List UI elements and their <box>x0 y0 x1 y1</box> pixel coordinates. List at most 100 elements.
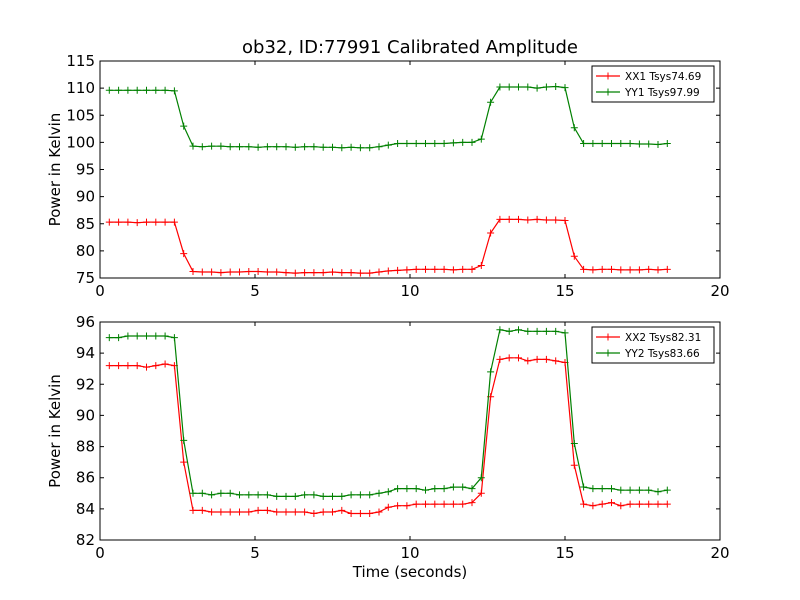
top-series-2-point <box>384 141 392 149</box>
top-y-tick-label: 90 <box>76 188 95 206</box>
top-series-2-point <box>487 98 495 106</box>
bottom-series-1-point <box>394 502 402 510</box>
top-series-1-point <box>291 269 299 277</box>
bottom-x-tick-label: 5 <box>250 544 260 562</box>
bottom-legend-label-2: YY2 Tsys83.66 <box>624 348 700 360</box>
top-x-tick-label: 0 <box>95 282 105 300</box>
chart-title: ob32, ID:77991 Calibrated Amplitude <box>242 37 578 58</box>
top-series-2-point <box>161 86 169 94</box>
top-x-tick-label: 5 <box>250 282 260 300</box>
bottom-series-1-point <box>301 508 309 516</box>
top-series-2-point <box>635 140 643 148</box>
top-series-1-point <box>301 269 309 277</box>
bottom-series-2-point <box>422 486 429 494</box>
bottom-series-2-point <box>319 492 327 500</box>
top-series-2-point <box>347 143 355 151</box>
bottom-series-1-point <box>143 363 150 371</box>
top-series-2-point <box>338 144 346 152</box>
bottom-series-1-point <box>356 510 364 518</box>
top-series-2 <box>105 82 671 152</box>
bottom-legend: XX2 Tsys82.31 YY2 Tsys83.66 <box>591 326 715 364</box>
top-series-1-point <box>263 268 271 276</box>
bottom-series-1-point <box>440 500 448 508</box>
top-x-tick-label: 10 <box>400 282 419 300</box>
bottom-series-1-point <box>133 362 141 370</box>
bottom-series-1-point <box>552 357 560 365</box>
top-series-2-point <box>291 143 299 151</box>
bottom-series-1-point <box>533 355 541 363</box>
bottom-series-1-point <box>347 510 355 518</box>
bottom-series-2-point <box>468 485 476 493</box>
top-series-2-point <box>422 139 429 147</box>
top-series-2-point <box>143 86 150 94</box>
top-series-1-point <box>329 268 336 276</box>
top-series-2-point <box>189 142 197 150</box>
top-series-2-point <box>217 142 225 150</box>
bottom-x-tick-label: 10 <box>400 544 419 562</box>
top-panel-marks: 0 5 10 15 20 75 80 85 90 95 100 105 110 115 Power in K… <box>46 52 730 300</box>
bottom-series-1-point <box>580 500 588 508</box>
top-panel: 0 5 10 15 20 75 80 85 90 95 100 105 110 115 Power in K… <box>46 52 730 300</box>
top-series-2-point <box>449 139 457 147</box>
top-series-1-point <box>570 252 578 260</box>
bottom-series-2-point <box>263 491 271 499</box>
bottom-series-2-point <box>487 368 495 376</box>
bottom-series-2-point <box>301 491 309 499</box>
bottom-series-1-point <box>254 506 262 514</box>
bottom-x-tick-label: 0 <box>95 544 105 562</box>
bottom-series-2-point <box>115 334 123 342</box>
top-series-2-point <box>598 139 606 147</box>
top-series-1-point <box>356 269 364 277</box>
top-series-1-point <box>496 215 504 223</box>
bottom-series-2-point <box>273 492 281 500</box>
top-series-1-point <box>143 218 150 226</box>
bottom-series-2-point <box>217 489 225 497</box>
top-series-1-point <box>198 268 206 276</box>
bottom-series-1-point <box>542 355 550 363</box>
bottom-series-1-point <box>524 357 532 365</box>
bottom-series-1-point <box>654 500 662 508</box>
bottom-series-2-point <box>496 326 504 334</box>
top-series-2-point <box>133 86 141 94</box>
top-series-1-point <box>338 269 346 277</box>
top-series-1-point <box>226 268 234 276</box>
top-series-2-point <box>477 135 485 143</box>
bottom-series-1-point <box>319 508 327 516</box>
top-series-2-point <box>431 139 439 147</box>
bottom-series-2-point <box>533 327 541 335</box>
top-series-1-point <box>487 229 495 237</box>
bottom-series-2-point <box>329 492 336 500</box>
bottom-series-1-point <box>115 362 123 370</box>
bottom-series-2-point <box>617 486 625 494</box>
top-legend-label-2: YY1 Tsys97.99 <box>624 87 700 99</box>
bottom-series-1-point <box>189 506 197 514</box>
bottom-series-1-point <box>282 508 290 516</box>
bottom-series-1-point <box>570 461 578 469</box>
top-y-tick-label: 110 <box>66 79 95 97</box>
top-legend-marker-1 <box>604 72 612 80</box>
top-series-2-point <box>412 139 420 147</box>
bottom-series-1-point <box>477 489 485 497</box>
top-series-1-point <box>208 268 216 276</box>
bottom-y-tick-label: 82 <box>76 531 95 549</box>
bottom-series-2-point <box>412 485 420 493</box>
top-series-2-point <box>496 83 504 91</box>
top-series-1-point <box>254 267 262 275</box>
bottom-panel-marks: 0 5 10 15 20 82 84 86 88 90 92 94 96 Power in Kelvin T… <box>46 313 730 581</box>
bottom-series-2-point <box>254 491 262 499</box>
top-series-1-point <box>654 266 662 274</box>
top-series-1-point <box>412 265 420 273</box>
bottom-series-2-point <box>236 491 243 499</box>
top-series-1-point <box>589 266 597 274</box>
bottom-series-2-point <box>431 485 439 493</box>
top-series-2-point <box>105 86 113 94</box>
bottom-series-2-point <box>226 489 234 497</box>
top-series-1-point <box>524 216 532 224</box>
bottom-series-1-point <box>291 508 299 516</box>
top-series-1-point <box>217 269 225 277</box>
bottom-series-1-point <box>505 354 513 362</box>
bottom-series-2-point <box>524 327 532 335</box>
bottom-series-1-point <box>329 508 336 516</box>
top-series-2-point <box>356 144 364 152</box>
top-series-1-point <box>626 266 634 274</box>
